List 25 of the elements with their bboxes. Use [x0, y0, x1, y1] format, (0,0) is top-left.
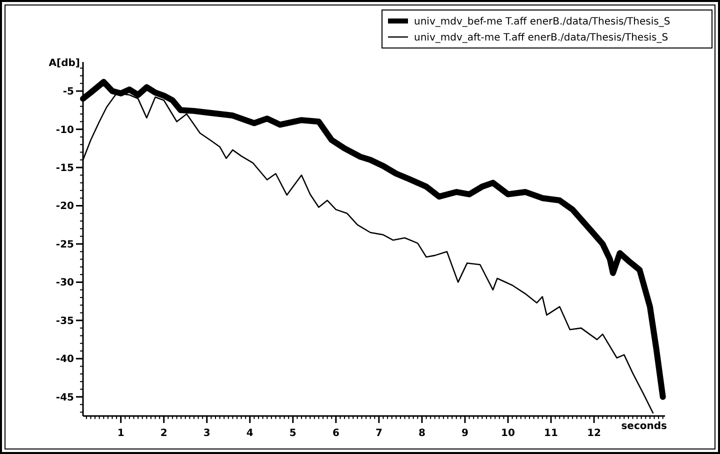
x-tick-label: 12	[587, 428, 602, 439]
y-tick-label: -10	[56, 124, 74, 136]
x-tick-label: 8	[418, 428, 426, 439]
x-tick-label: 6	[332, 428, 340, 439]
x-axis-title: seconds	[621, 421, 668, 432]
legend-label: univ_mdv_bef-me T.aff enerB./data/Thesis/Thesis_S	[414, 16, 670, 28]
x-tick-label: 3	[203, 428, 210, 439]
y-tick-label: -40	[56, 354, 74, 366]
x-tick-label: 7	[375, 428, 382, 439]
x-tick-label: 1	[117, 428, 124, 439]
y-tick-label: -15	[56, 163, 74, 174]
y-tick-label: -20	[56, 201, 74, 212]
y-axis-title: A[db]	[48, 58, 80, 69]
y-tick-label: -25	[56, 239, 74, 250]
x-tick-label: 11	[544, 428, 558, 439]
x-tick-label: 4	[246, 428, 254, 439]
y-tick-label: -35	[56, 316, 74, 327]
x-tick-label: 2	[160, 428, 168, 439]
y-tick-label: -5	[62, 86, 74, 98]
x-tick-label: 9	[461, 428, 468, 439]
x-tick-label: 5	[289, 428, 296, 439]
y-tick-label: -45	[56, 392, 74, 404]
y-tick-label: -30	[56, 278, 74, 289]
legend-label: univ_mdv_aft-me T.aff enerB./data/Thesis/Thesis_S	[414, 32, 668, 44]
x-tick-label: 10	[501, 428, 515, 439]
